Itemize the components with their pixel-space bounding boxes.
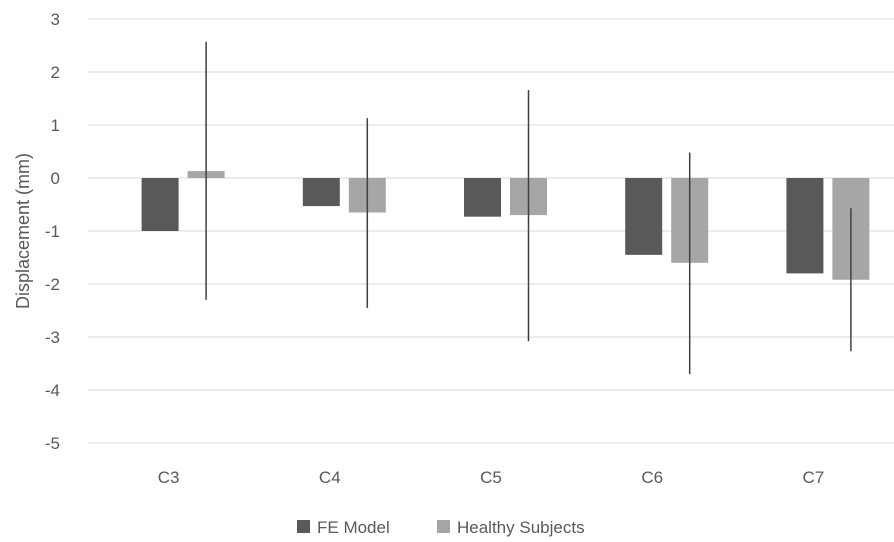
legend-swatch [437, 520, 450, 533]
bar-fe-model-c5 [464, 178, 501, 217]
x-tick-label: C7 [803, 468, 825, 487]
legend-swatch [297, 520, 310, 533]
y-tick-label: -4 [45, 381, 60, 400]
bar-fe-model-c7 [786, 178, 824, 274]
y-axis-ticks: 3 2 1 0 -1 -2 -3 -4 -5 [45, 10, 60, 453]
y-tick-label: -1 [45, 222, 60, 241]
gridlines [88, 18, 894, 444]
y-tick-label: 1 [51, 116, 60, 135]
x-tick-label: C4 [319, 468, 341, 487]
y-tick-label: -3 [45, 328, 60, 347]
y-axis-title: Displacement (mm) [13, 153, 33, 309]
legend: FE Model Healthy Subjects [297, 518, 585, 537]
y-tick-label: 0 [51, 169, 60, 188]
error-bars [205, 41, 852, 375]
bar-fe-model-c4 [302, 178, 340, 207]
legend-label: Healthy Subjects [457, 518, 585, 537]
x-tick-label: C3 [158, 468, 180, 487]
bar-fe-model-c3 [141, 178, 179, 231]
x-axis-ticks: C3 C4 C5 C6 C7 [158, 468, 825, 487]
y-tick-label: -2 [45, 275, 60, 294]
bar-fe-model-c6 [625, 178, 663, 255]
x-tick-label: C6 [641, 468, 663, 487]
legend-label: FE Model [317, 518, 390, 537]
bars [141, 171, 870, 280]
y-tick-label: 3 [51, 10, 60, 29]
y-tick-label: 2 [51, 63, 60, 82]
x-tick-label: C5 [480, 468, 502, 487]
y-tick-label: -5 [45, 434, 60, 453]
